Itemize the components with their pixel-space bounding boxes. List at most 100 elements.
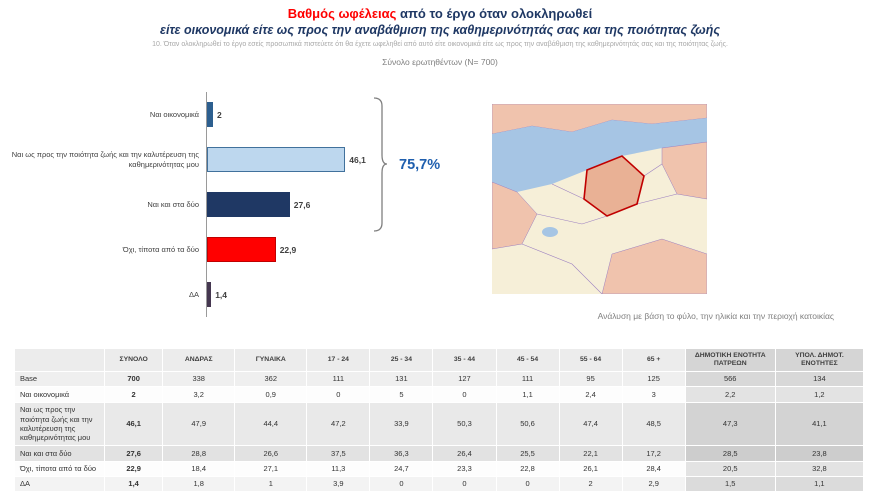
bar-row: ΔΑ 1,4 xyxy=(8,272,388,317)
bar-category-label: Ναι ως προς την ποιότητα ζωής και την κα… xyxy=(11,149,199,169)
value-cell: 25,5 xyxy=(495,445,560,462)
bar-category-label: ΔΑ xyxy=(188,289,199,299)
bar xyxy=(207,237,276,262)
bar-value-label: 1,4 xyxy=(215,289,228,300)
value-cell: 33,9 xyxy=(369,401,434,447)
value-cell: 566 xyxy=(684,370,776,388)
value-cell: 32,8 xyxy=(774,460,865,477)
value-cell: 134 xyxy=(774,370,865,388)
value-cell: 0,9 xyxy=(234,386,308,403)
question-text: 10. Όταν ολοκληρωθεί το έργο εσείς προσω… xyxy=(152,41,728,48)
value-cell: 27,1 xyxy=(234,460,308,477)
value-cell: 2 xyxy=(558,475,623,493)
slide-header: Βαθμός ωφέλειας από το έργο όταν ολοκληρ… xyxy=(0,6,880,67)
bar-track: 46,1 xyxy=(206,137,388,182)
value-cell: 1 xyxy=(234,475,308,493)
highlighted-municipality xyxy=(583,155,645,217)
value-cell: 47,4 xyxy=(558,401,623,447)
bar-chart: Ναι οικονομικά 2 Ναι ως προς την ποιότητα … xyxy=(8,92,388,317)
value-cell: 20,5 xyxy=(684,460,776,477)
value-cell: 50,6 xyxy=(495,401,560,447)
map-west-region xyxy=(491,181,538,250)
row-label: Ναι ως προς την ποιότητα ζωής και την κα… xyxy=(13,401,106,447)
value-cell: 2,4 xyxy=(558,386,623,403)
bar-track: 2 xyxy=(206,92,388,137)
value-cell: 36,3 xyxy=(369,445,434,462)
header-cell: ΥΠΟΛ. ΔΗΜΟΤ. ΕΝΟΤΗΤΕΣ xyxy=(774,348,865,372)
value-cell: 338 xyxy=(162,370,236,388)
bar xyxy=(207,102,213,127)
value-cell: 41,1 xyxy=(774,401,865,447)
value-cell: 47,2 xyxy=(306,401,371,447)
value-cell: 37,5 xyxy=(306,445,371,462)
value-cell: 1,8 xyxy=(162,475,236,493)
value-cell: 1,5 xyxy=(684,475,776,493)
bar-row: Ναι ως προς την ποιότητα ζωής και την κα… xyxy=(8,137,388,182)
value-cell: 47,9 xyxy=(162,401,236,447)
header-cell: 35 - 44 xyxy=(432,348,497,372)
value-cell: 17,2 xyxy=(621,445,686,462)
row-label: Base xyxy=(13,370,106,388)
value-cell: 3,2 xyxy=(162,386,236,403)
bracket-total-label: 75,7% xyxy=(399,157,441,173)
table-row: Όχι, τίποτα από τα δύο 22,9 18,4 27,1 11,3 24… xyxy=(13,460,865,477)
value-cell: 0 xyxy=(432,475,497,493)
bar xyxy=(207,282,212,307)
table-row: Ναι και στα δύο 27,6 28,8 26,6 37,5 36,3 26,4 2… xyxy=(13,445,865,462)
bar-track: 1,4 xyxy=(206,272,388,317)
value-cell: 2,9 xyxy=(621,475,686,493)
bar-value-label: 2 xyxy=(217,109,222,120)
bar-value-label: 27,6 xyxy=(293,199,311,210)
bar-category-label: Ναι οικονομικά xyxy=(149,109,199,119)
crosstab-head: ΣΥΝΟΛΟ ΑΝΔΡΑΣ ΓΥΝΑΙΚΑ 17 - 24 25 - 34 35 - 44… xyxy=(13,348,865,372)
region-map-graphic xyxy=(491,103,708,295)
value-cell: 5 xyxy=(369,386,434,403)
sample-size-label: Σύνολο ερωτηθέντων (N= 700) xyxy=(382,57,498,67)
value-cell: 46,1 xyxy=(104,401,164,447)
value-cell: 0 xyxy=(369,475,434,493)
value-cell: 111 xyxy=(495,370,560,388)
map-gulf-sea xyxy=(492,118,707,192)
bar-track: 27,6 xyxy=(206,182,388,227)
header-cell: ΑΝΔΡΑΣ xyxy=(162,348,236,372)
header-cell: ΓΥΝΑΙΚΑ xyxy=(234,348,308,372)
value-cell: 18,4 xyxy=(162,460,236,477)
bar-track: 22,9 xyxy=(206,227,388,272)
table-row: Ναι οικονομικά 2 3,2 0,9 0 5 0 1,1 2,4 3 2,2 1,2 xyxy=(13,386,865,403)
row-label: Ναι και στα δύο xyxy=(13,445,106,462)
analysis-note: Ανάλυση με βάση το φύλο, την ηλικία και … xyxy=(597,311,834,321)
row-label: ΔΑ xyxy=(13,475,106,493)
map-municipal-borders xyxy=(521,163,678,295)
crosstab-body: Base 700 338 362 111 131 127 111 95 125 566 134 Ναι … xyxy=(13,370,865,493)
table-header-row: ΣΥΝΟΛΟ ΑΝΔΡΑΣ ΓΥΝΑΙΚΑ 17 - 24 25 - 34 35 - 44… xyxy=(13,348,865,372)
value-cell: 22,9 xyxy=(104,460,164,477)
table-row: ΔΑ 1,4 1,8 1 3,9 0 0 0 2 2,9 1,5 1,1 xyxy=(13,475,865,493)
page-subtitle: είτε οικονομικά είτε ως προς την αναβάθμ… xyxy=(159,23,721,37)
bracket-brace xyxy=(373,97,388,232)
value-cell: 28,5 xyxy=(684,445,776,462)
header-cell xyxy=(13,348,106,372)
value-cell: 2 xyxy=(104,386,164,403)
value-cell: 23,3 xyxy=(432,460,497,477)
value-cell: 50,3 xyxy=(432,401,497,447)
value-cell: 1,4 xyxy=(104,475,164,493)
bar xyxy=(207,192,290,217)
region-map xyxy=(491,103,708,295)
header-cell: 25 - 34 xyxy=(369,348,434,372)
bar-chart-rows: Ναι οικονομικά 2 Ναι ως προς την ποιότητα … xyxy=(8,92,388,317)
bar-row: Ναι οικονομικά 2 xyxy=(8,92,388,137)
page-title-rest: από το έργο όταν ολοκληρωθεί xyxy=(396,6,593,21)
row-label: Ναι οικονομικά xyxy=(13,386,106,403)
value-cell: 24,7 xyxy=(369,460,434,477)
value-cell: 700 xyxy=(104,370,164,388)
value-cell: 95 xyxy=(558,370,623,388)
value-cell: 26,1 xyxy=(558,460,623,477)
header-cell: 17 - 24 xyxy=(306,348,371,372)
value-cell: 1,2 xyxy=(774,386,865,403)
value-cell: 3,9 xyxy=(306,475,371,493)
value-cell: 22,8 xyxy=(495,460,560,477)
value-cell: 23,8 xyxy=(774,445,865,462)
bar-row: Όχι, τίποτα από τα δύο 22,9 xyxy=(8,227,388,272)
value-cell: 44,4 xyxy=(234,401,308,447)
table-row: Ναι ως προς την ποιότητα ζωής και την κα… xyxy=(13,401,865,447)
